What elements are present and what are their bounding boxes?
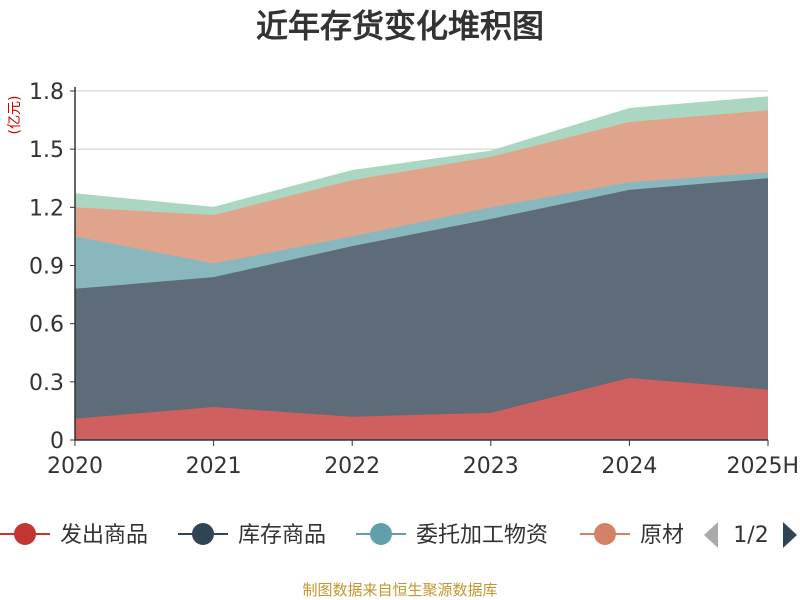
legend-dot-marker xyxy=(370,523,392,545)
legend: 发出商品 库存商品 委托加工物资 原材 xyxy=(0,523,684,548)
x-tick-label: 2022 xyxy=(324,454,380,479)
legend-item-3[interactable]: 委托加工物资 xyxy=(356,523,548,548)
x-tick-label: 2023 xyxy=(463,454,519,479)
y-tick-label: 1.8 xyxy=(29,80,64,105)
y-tick-label: 0.9 xyxy=(29,255,64,280)
chart-title: 近年存货变化堆积图 xyxy=(256,7,544,45)
legend-dot-marker xyxy=(192,523,214,545)
legend-item-label: 原材 xyxy=(640,523,684,548)
y-tick-label: 1.2 xyxy=(29,196,64,221)
legend-item-label: 委托加工物资 xyxy=(416,523,548,548)
data-source-note: 制图数据来自恒生聚源数据库 xyxy=(302,581,497,599)
area-series-4 xyxy=(75,110,768,264)
legend-next-page-icon[interactable] xyxy=(783,522,797,548)
x-tick-label: 2020 xyxy=(47,454,103,479)
area-series-line-5 xyxy=(74,96,769,208)
x-tick-label: 2021 xyxy=(186,454,242,479)
legend-dot-marker xyxy=(594,523,616,545)
y-tick-label: 0 xyxy=(50,429,64,454)
area-series-5 xyxy=(75,96,768,216)
legend-item-1[interactable]: 发出商品 xyxy=(0,523,148,548)
legend-prev-page-icon[interactable] xyxy=(704,522,718,548)
y-tick-label: 0.6 xyxy=(29,313,64,338)
area-series-3 xyxy=(75,172,768,289)
area-series-1 xyxy=(75,377,768,440)
legend-item-label: 库存商品 xyxy=(238,523,326,548)
legend-item-2[interactable]: 库存商品 xyxy=(178,523,326,548)
legend-item-4[interactable]: 原材 xyxy=(580,523,684,548)
area-series-2 xyxy=(75,178,768,419)
y-tick-label: 0.3 xyxy=(29,371,64,396)
x-tick-label: 2024 xyxy=(601,454,657,479)
legend-dot-marker xyxy=(14,523,36,545)
y-axis-unit-label: (亿元) xyxy=(7,96,23,135)
legend-page-indicator: 1/2 xyxy=(733,523,768,548)
x-tick-label: 2025H xyxy=(726,454,799,479)
y-tick-label: 1.5 xyxy=(29,138,64,163)
legend-item-label: 发出商品 xyxy=(60,523,148,548)
